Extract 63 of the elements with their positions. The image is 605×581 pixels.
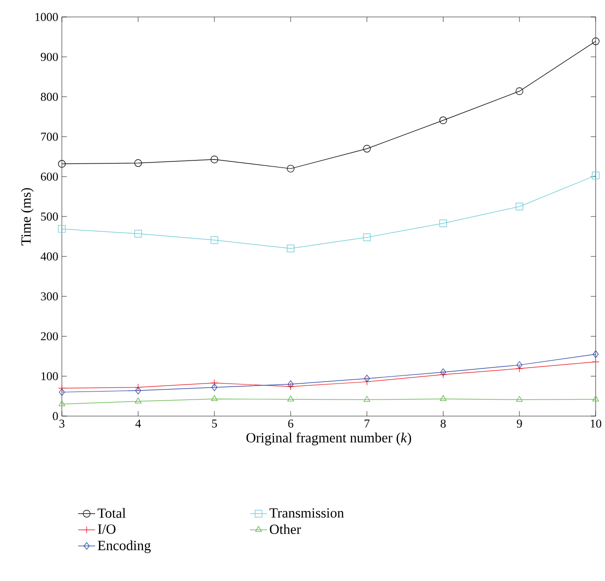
- point: [211, 384, 218, 392]
- point: [439, 220, 447, 228]
- point: [439, 116, 447, 124]
- point: [364, 374, 370, 382]
- point: [286, 164, 294, 173]
- x-tick-label: 3: [59, 420, 64, 428]
- point: [363, 145, 371, 153]
- point: [58, 400, 66, 406]
- x-tick-label: 6: [288, 420, 294, 428]
- y-tick-label: 600: [40, 172, 58, 181]
- point: [516, 202, 524, 210]
- point: [592, 38, 600, 46]
- legend-label: Encoding: [98, 540, 151, 554]
- x-tick-label: 10: [590, 420, 602, 428]
- point: [592, 350, 599, 358]
- point: [134, 159, 142, 167]
- y-tick-label: 900: [40, 52, 58, 62]
- legend-label: Other: [270, 524, 301, 534]
- y-axis-title: Time (ms): [20, 188, 34, 246]
- y-tick-label: 200: [40, 332, 58, 340]
- y-tick-label: 700: [41, 132, 58, 141]
- point: [58, 388, 65, 396]
- point: [210, 156, 218, 164]
- y-tick-label: 100: [41, 372, 58, 380]
- point: [516, 364, 524, 373]
- legend-label: Total: [98, 508, 126, 518]
- point: [287, 396, 294, 402]
- x-axis-title: Original fragment number (k): [246, 432, 412, 446]
- x-tick-label: 9: [516, 420, 522, 428]
- point: [134, 384, 142, 392]
- y-tick-label: 1000: [35, 13, 58, 22]
- point: [592, 396, 600, 402]
- point: [210, 379, 218, 387]
- y-tick-label: 500: [41, 212, 58, 221]
- point: [592, 172, 600, 180]
- point: [440, 395, 447, 402]
- point: [363, 234, 371, 242]
- legend-label: Transmission: [270, 508, 344, 518]
- point: [516, 396, 523, 402]
- point: [286, 244, 294, 252]
- point: [58, 225, 66, 233]
- point: [211, 395, 218, 402]
- y-tick-label: 0: [52, 412, 58, 420]
- x-tick-label: 4: [135, 420, 141, 428]
- x-tick-label: 5: [212, 420, 217, 428]
- x-tick-label: 7: [364, 420, 370, 428]
- point: [592, 358, 600, 366]
- y-tick-label: 800: [40, 92, 58, 101]
- point: [516, 88, 524, 96]
- point: [134, 398, 142, 404]
- y-tick-label: 400: [40, 252, 58, 261]
- legend-label: I/O: [98, 524, 116, 534]
- point: [58, 160, 66, 168]
- point: [134, 230, 142, 238]
- y-tick-label: 300: [40, 292, 58, 301]
- point: [135, 386, 142, 394]
- point: [363, 378, 371, 386]
- point: [210, 236, 218, 244]
- point: [439, 370, 447, 379]
- x-tick-label: 8: [440, 420, 446, 428]
- point: [58, 384, 66, 392]
- point: [364, 396, 370, 402]
- point: [516, 361, 522, 369]
